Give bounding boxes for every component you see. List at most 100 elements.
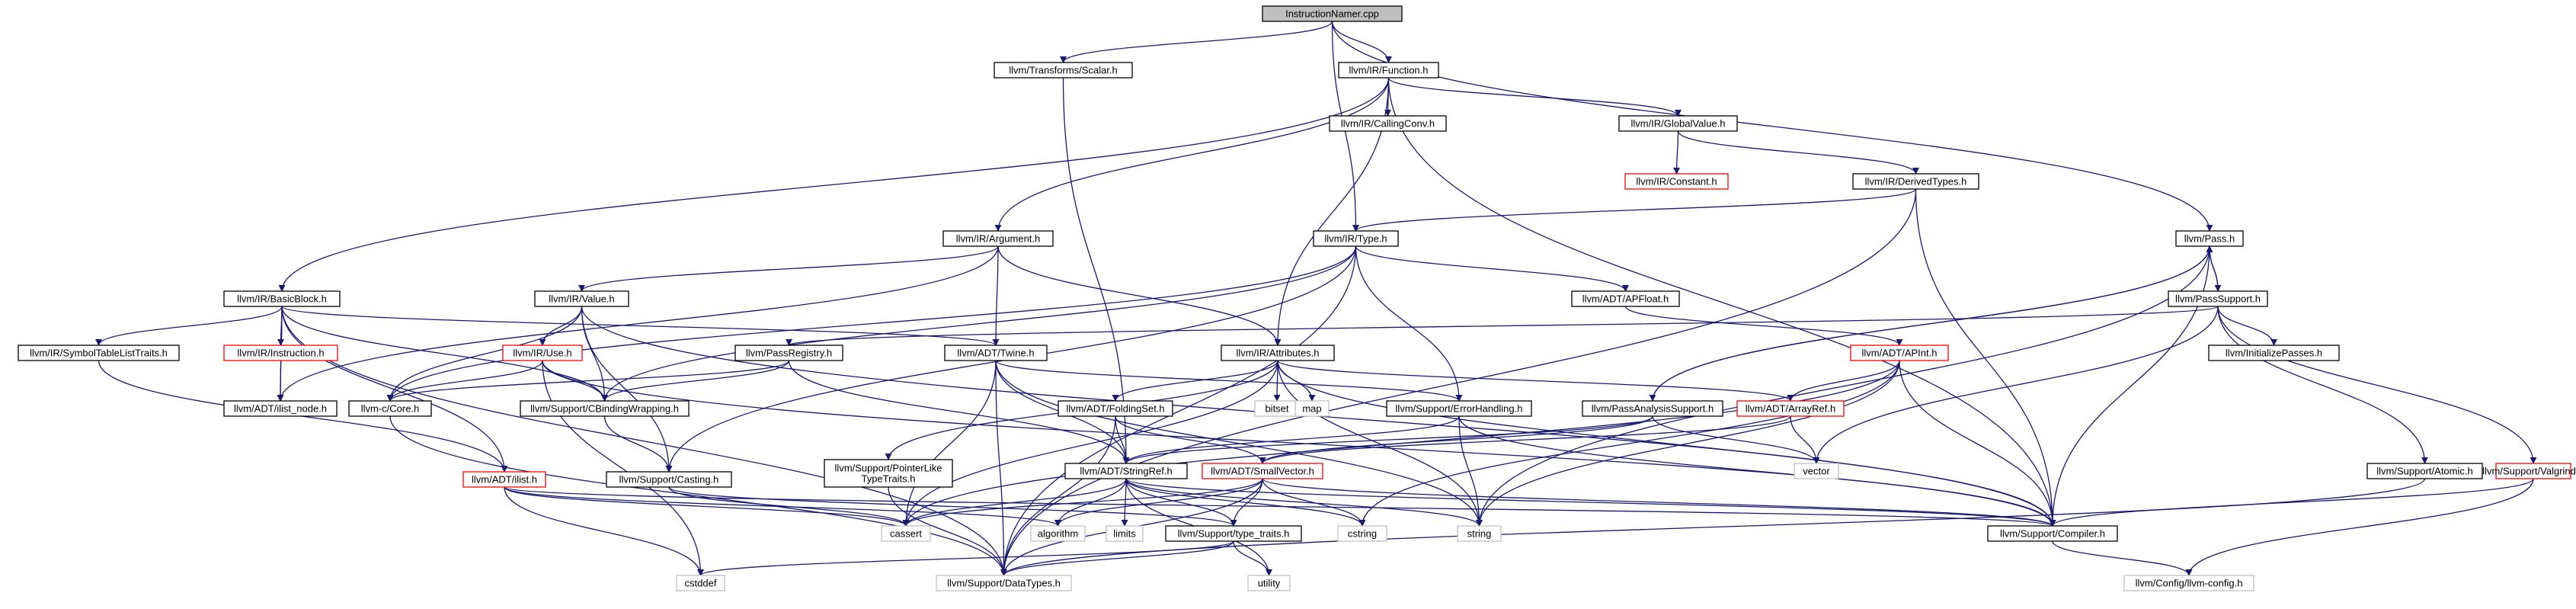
node-label: llvm/IR/Value.h: [549, 293, 614, 305]
node-root[interactable]: InstructionNamer.cpp: [1262, 5, 1403, 22]
edge-foldingset-to-smallvector: [1115, 415, 1266, 464]
edge-passanalysissupport-to-vector: [1652, 415, 1820, 464]
edge-pass-to-compiler: [2049, 245, 2210, 527]
node-label: llvm/ADT/APInt.h: [1862, 348, 1938, 359]
node-attributes[interactable]: llvm/IR/Attributes.h: [1221, 345, 1335, 361]
node-label: llvm/Support/Atomic.h: [2376, 466, 2472, 477]
node-type[interactable]: llvm/IR/Type.h: [1313, 230, 1399, 247]
edge-root-to-scalar: [1060, 21, 1333, 63]
edge-argument-to-twine: [992, 245, 1000, 346]
node-compiler[interactable]: llvm/Support/Compiler.h: [1987, 525, 2118, 542]
node-label: utility: [1258, 578, 1281, 589]
node-argument[interactable]: llvm/IR/Argument.h: [942, 230, 1054, 247]
node-label: llvm/IR/Type.h: [1324, 233, 1387, 245]
edge-passregistry-to-cbindingwrapping: [601, 360, 790, 402]
node-label: llvm/IR/DerivedTypes.h: [1865, 176, 1967, 188]
node-limits: limits: [1106, 525, 1144, 542]
node-label: llvm/IR/SymbolTableListTraits.h: [30, 348, 168, 359]
node-pass[interactable]: llvm/Pass.h: [2175, 230, 2244, 247]
node-ilist[interactable]: llvm/ADT/ilist.h: [462, 471, 546, 488]
node-label: llvm/PassAnalysisSupport.h: [1592, 403, 1714, 415]
edge-globalvalue-to-derivedtypes: [1677, 130, 1919, 175]
node-vector: vector: [1794, 463, 1839, 479]
node-foldingset[interactable]: llvm/ADT/FoldingSet.h: [1058, 400, 1173, 417]
node-label: map: [1302, 403, 1321, 415]
node-passregistry[interactable]: llvm/PassRegistry.h: [734, 345, 843, 361]
edge-value-to-use: [539, 306, 583, 346]
node-label: llvm/Support/Valgrind.h: [2482, 466, 2576, 477]
edge-twine-to-datatypes: [995, 360, 1008, 576]
edge-value-to-llvmccore: [386, 306, 583, 402]
node-atomic[interactable]: llvm/Support/Atomic.h: [2366, 463, 2483, 479]
node-apint[interactable]: llvm/ADT/APInt.h: [1850, 345, 1949, 361]
edge-attributes-to-compiler: [1277, 360, 2056, 527]
edge-value-to-casting: [581, 306, 673, 473]
edge-apint-to-compiler: [1899, 360, 2056, 527]
node-globalvalue[interactable]: llvm/IR/GlobalValue.h: [1618, 115, 1738, 132]
node-cstddef: cstddef: [676, 575, 725, 591]
node-label: vector: [1803, 466, 1830, 477]
node-casting[interactable]: llvm/Support/Casting.h: [606, 471, 732, 488]
node-callingconv[interactable]: llvm/IR/CallingConv.h: [1329, 115, 1447, 132]
node-constant[interactable]: llvm/IR/Constant.h: [1624, 173, 1729, 190]
node-derivedtypes[interactable]: llvm/IR/DerivedTypes.h: [1852, 173, 1979, 190]
node-smallvector[interactable]: llvm/ADT/SmallVector.h: [1202, 463, 1323, 479]
node-label: llvm/IR/Attributes.h: [1236, 348, 1319, 359]
node-typetraits[interactable]: llvm/Support/type_traits.h: [1165, 525, 1302, 542]
node-passanalysissupport[interactable]: llvm/PassAnalysisSupport.h: [1582, 400, 1723, 417]
edge-pointerlike-to-datatypes: [888, 486, 1008, 576]
node-instruction[interactable]: llvm/IR/Instruction.h: [223, 345, 338, 361]
edge-use-to-cstddef: [542, 360, 705, 576]
edge-smallvector-to-typetraits: [1230, 478, 1263, 527]
node-label: llvm/Support/CBindingWrapping.h: [530, 403, 679, 415]
node-arrayref[interactable]: llvm/ADT/ArrayRef.h: [1736, 400, 1845, 417]
edge-passsupport-to-pass: [2206, 245, 2219, 292]
edge-typetraits-to-datatypes: [1000, 540, 1234, 576]
node-bitset: bitset: [1254, 400, 1300, 417]
edge-stringref-to-typetraits: [1125, 478, 1237, 527]
node-cbindingwrapping[interactable]: llvm/Support/CBindingWrapping.h: [520, 400, 690, 417]
edge-attributes-to-cassert: [902, 360, 1278, 527]
node-stringref[interactable]: llvm/ADT/StringRef.h: [1064, 463, 1188, 479]
edge-passsupport-to-vector: [1813, 306, 2219, 464]
node-basicblock[interactable]: llvm/IR/BasicBlock.h: [223, 290, 341, 307]
edge-passanalysissupport-to-smallvector: [1259, 415, 1653, 464]
node-label: llvm/Support/Compiler.h: [2000, 528, 2105, 540]
node-passsupport[interactable]: llvm/PassSupport.h: [2168, 290, 2268, 307]
node-function[interactable]: llvm/IR/Function.h: [1338, 62, 1439, 79]
node-label: llvm/ADT/StringRef.h: [1080, 466, 1172, 477]
node-label: llvm/Config/llvm-config.h: [2136, 578, 2243, 589]
edge-ilist-to-cstddef: [504, 486, 705, 576]
edge-globalvalue-to-constant: [1672, 130, 1681, 175]
node-errorhandling[interactable]: llvm/Support/ErrorHandling.h: [1386, 400, 1532, 417]
nodes-layer: InstructionNamer.cpp llvm/Transforms/Scal…: [18, 5, 2576, 591]
edge-passsupport-to-passregistry: [786, 306, 2219, 346]
node-label: llvm/IR/GlobalValue.h: [1630, 118, 1725, 130]
node-ilistnode[interactable]: llvm/ADT/ilist_node.h: [223, 400, 338, 417]
edge-twine-to-cassert: [902, 360, 997, 527]
node-symtablelisttraits[interactable]: llvm/IR/SymbolTableListTraits.h: [18, 345, 180, 361]
edge-argument-to-attributes: [997, 245, 1282, 346]
node-llvmccore[interactable]: llvm-c/Core.h: [348, 400, 432, 417]
node-use[interactable]: llvm/IR/Use.h: [502, 345, 583, 361]
edge-twine-to-string: [995, 360, 1483, 527]
edge-passsupport-to-initializepasses: [2217, 306, 2278, 346]
node-label: llvm/IR/Instruction.h: [237, 348, 324, 359]
node-label: InstructionNamer.cpp: [1285, 8, 1379, 20]
edge-apint-to-cstring: [1358, 360, 1900, 527]
node-label: llvm/IR/Constant.h: [1636, 176, 1717, 188]
node-label: cassert: [890, 528, 922, 540]
node-value[interactable]: llvm/IR/Value.h: [534, 290, 629, 307]
node-apfloat[interactable]: llvm/ADT/APFloat.h: [1571, 290, 1680, 307]
node-scalar[interactable]: llvm/Transforms/Scalar.h: [994, 62, 1133, 79]
edge-arrayref-to-vector: [1790, 415, 1820, 464]
edge-apint-to-string: [1475, 360, 1900, 527]
edge-valgrind-to-compiler: [2049, 478, 2534, 527]
node-pointerlike[interactable]: llvm/Support/PointerLike TypeTraits.h: [824, 459, 953, 488]
edge-type-to-apfloat: [1355, 245, 1629, 292]
edge-root-to-pass: [1331, 21, 2213, 232]
node-initializepasses[interactable]: llvm/InitializePasses.h: [2208, 345, 2340, 361]
node-valgrind[interactable]: llvm/Support/Valgrind.h: [2482, 463, 2576, 479]
node-twine[interactable]: llvm/ADT/Twine.h: [944, 345, 1048, 361]
